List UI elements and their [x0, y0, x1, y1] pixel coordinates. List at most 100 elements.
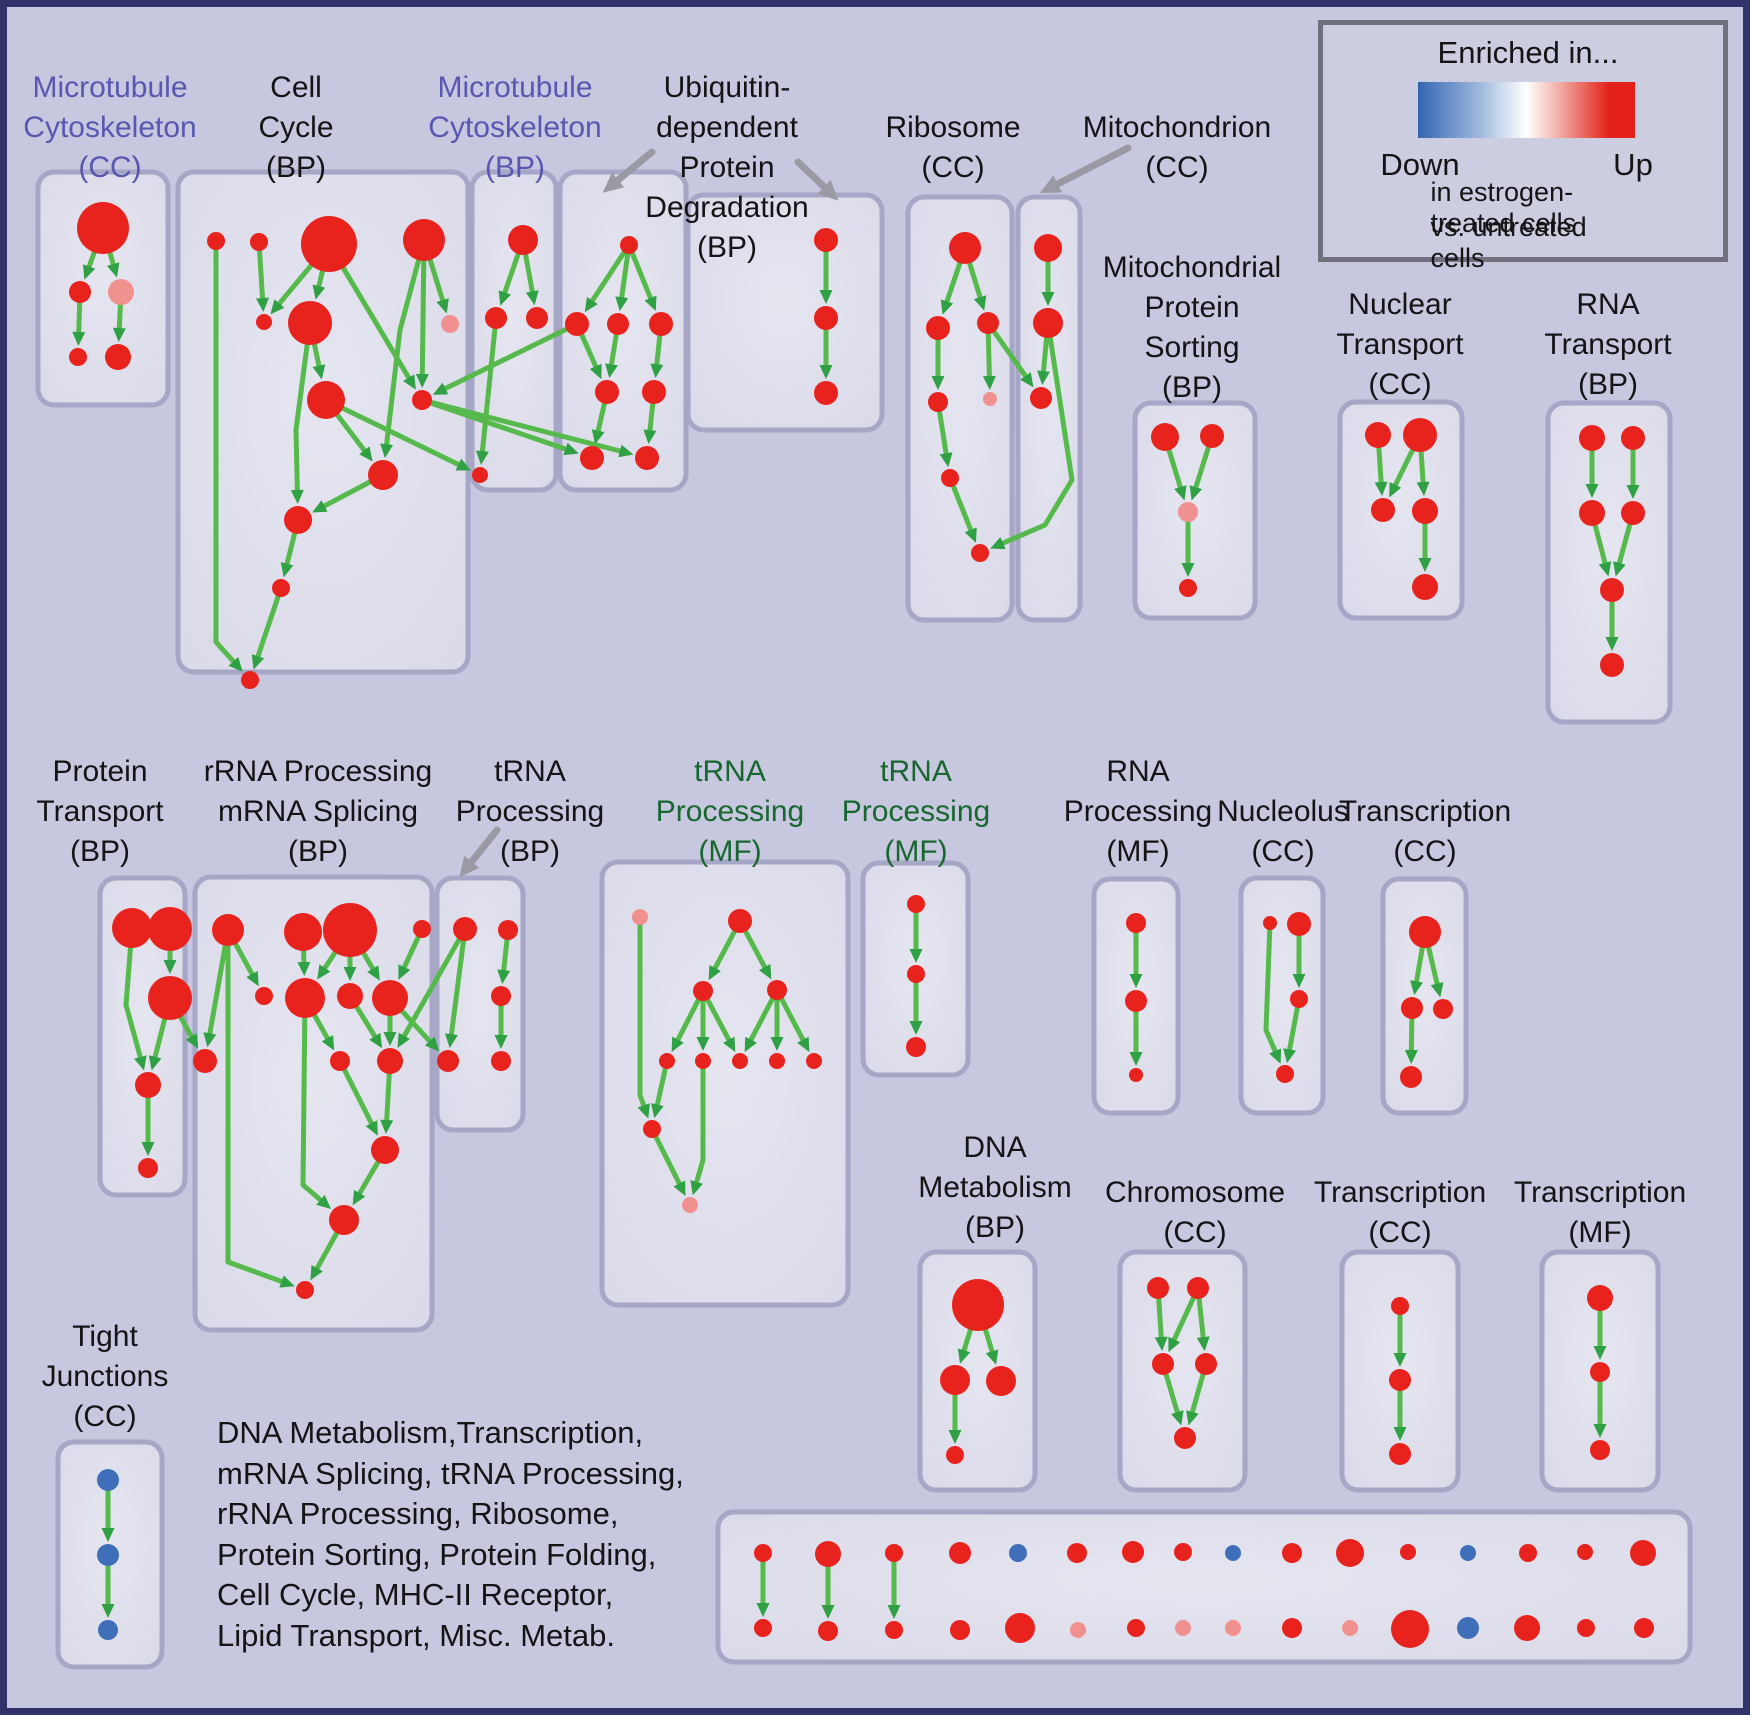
arrow-to-trna-bp-box-line — [468, 826, 501, 866]
node-misc-b14 — [1514, 1615, 1540, 1641]
label-trna-processing-mf-2-line0: tRNA — [880, 755, 952, 788]
edge-mito.t-to-mito.m-head — [1041, 292, 1055, 306]
node-misc-b9 — [1225, 1620, 1241, 1636]
label-nucleolus-cc-line1: (CC) — [1251, 835, 1315, 868]
legend-title: Enriched in... — [1437, 35, 1619, 70]
edge-cell_cycle.a-to-cell_cycle.m-head — [228, 657, 243, 672]
label-rna-transport-bp-line1: Transport — [1544, 328, 1672, 361]
node-trna_mf_big-bp — [682, 1197, 698, 1213]
node-rrna-L — [329, 1205, 359, 1235]
edge-cell_cycle.i-to-ubiq_a.r4b-head — [618, 444, 634, 458]
node-trna_mf_big-b2 — [695, 1053, 711, 1069]
arrow-to-mitochondrion-box-head — [1039, 175, 1062, 194]
edge-mt_bp.t-to-mt_bp.ml-line — [502, 251, 521, 295]
edge-trna_mf_big.b1-to-trna_mf_big.c-line — [654, 1066, 668, 1108]
edge-trna_bp.tr-to-trna_bp.m-head — [497, 969, 511, 985]
node-ribosome-ml — [926, 316, 950, 340]
node-rrna-K — [371, 1136, 399, 1164]
edge-cell_cycle.c-to-cell_cycle.f-head — [312, 284, 326, 300]
label-mitochondrial-protein-sorting-bp: Mitochondrial Protein Sorting (BP) — [1103, 248, 1281, 408]
edge-rna_trans.mr-to-rna_trans.c-head — [1613, 561, 1626, 577]
edge-transcr_cc3.m-to-transcr_cc3.b-head — [1393, 1427, 1407, 1441]
edge-mito.m-to-ribosome.b-line — [1000, 335, 1075, 546]
node-cell_cycle-b — [250, 233, 268, 251]
node-mt_bp-mr — [526, 307, 548, 329]
node-misc-t9 — [1225, 1545, 1241, 1561]
edge-mito_sort.tr-to-mito_sort.pk-head — [1189, 485, 1203, 501]
edge-nuc_trans.tl-to-nuc_trans.ml-line — [1376, 445, 1384, 485]
label-mitochondrial-protein-sorting-bp-line2: Sorting — [1144, 331, 1240, 364]
node-mt_cc-br — [105, 344, 131, 370]
label-cell-cycle-bp-line1: Cycle — [258, 111, 334, 144]
edge-dna_met.t-to-dna_met.bl-head — [957, 1348, 971, 1364]
node-trna_mf_big-c — [643, 1120, 661, 1138]
edge-prot_trans.n2-to-rrna.rl-line — [178, 1014, 194, 1040]
node-cell_cycle-d — [403, 219, 445, 261]
node-cell_cycle-g — [441, 315, 459, 333]
edge-mt_bp.ml-to-mt_bp.b-head — [475, 450, 489, 466]
node-misc-t7 — [1122, 1541, 1144, 1563]
node-misc-t6 — [1067, 1543, 1087, 1563]
node-trna_mf_big-pk — [632, 909, 648, 925]
node-misc-t1 — [754, 1544, 772, 1562]
node-misc-t3 — [885, 1544, 903, 1562]
edge-rrna.C-to-rrna.H-line — [361, 950, 376, 972]
label-transcription-mf: Transcription (MF) — [1514, 1173, 1686, 1253]
edge-trna_mf_small.m-to-trna_mf_small.b-head — [909, 1021, 923, 1035]
label-rna-transport-bp-line2: (BP) — [1577, 368, 1638, 401]
edge-nuc_trans.tb-to-nuc_trans.mr-head — [1416, 481, 1430, 497]
node-dna_met-t — [952, 1279, 1004, 1331]
edge-trna_mf_big.mr-to-trna_mf_big.b3-line — [748, 996, 775, 1043]
edge-cell_cycle.f-to-cell_cycle.h-head — [312, 364, 326, 380]
edge-transcr_cc3.t-to-transcr_cc3.m-head — [1393, 1353, 1407, 1367]
edge-rrna.A-to-rrna.rl-head — [203, 1032, 217, 1048]
edge-tight.m-to-tight.b-head — [101, 1604, 115, 1618]
arrow-to-ubiquitin-box-left-head — [602, 172, 625, 193]
node-rrna-D — [413, 920, 431, 938]
node-nuc_trans-ml — [1371, 498, 1395, 522]
edge-dna_met.t-to-dna_met.bl-line — [961, 1327, 973, 1353]
edge-tight.t-to-tight.m-head — [101, 1528, 115, 1542]
label-tight-junctions-cc-line1: Junctions — [41, 1360, 169, 1393]
node-mt_cc-mr — [108, 279, 134, 305]
node-trna_mf_small-t — [907, 895, 925, 913]
edge-transcr_cc2.t-to-transcr_cc2.mr-head — [1430, 982, 1444, 998]
label-protein-transport-bp-line0: Protein — [52, 755, 148, 788]
label-protein-transport-bp-line2: (BP) — [69, 835, 130, 868]
node-misc-b8 — [1175, 1620, 1191, 1636]
node-prot_trans-n2 — [148, 976, 192, 1020]
edge-mt_bp.t-to-mt_bp.mr-head — [525, 290, 539, 306]
edge-chromo.ml-to-chromo.b-line — [1163, 1372, 1180, 1415]
cluster-box-nucleolus — [1238, 875, 1326, 1116]
edge-ribosome.l4-to-ribosome.b-head — [964, 527, 977, 543]
label-transcription-mf-line0: Transcription — [1513, 1176, 1687, 1209]
node-transcr_cc2-ml — [1401, 997, 1423, 1019]
label-microtubule-cytoskeleton-bp-line1: Cytoskeleton — [428, 111, 602, 144]
label-rna-processing-mf-line1: Processing — [1063, 795, 1213, 828]
label-rrna-processing-mrna-splicing-bp-line2: (BP) — [287, 835, 348, 868]
label-nuclear-transport-cc: Nuclear Transport (CC) — [1336, 285, 1463, 405]
node-transcr_cc2-t — [1409, 916, 1441, 948]
misc-categories-line1: mRNA Splicing, tRNA Processing, — [217, 1455, 684, 1491]
edge-trna_mf_big.t-to-trna_mf_big.mr-head — [758, 964, 772, 980]
edge-trna_mf_big.mr-to-trna_mf_big.b5-line — [779, 996, 806, 1043]
node-misc-t8 — [1174, 1543, 1192, 1561]
label-nucleolus-cc: Nucleolus (CC) — [1217, 792, 1349, 872]
edge-rrna.D-to-rrna.H-head — [398, 964, 411, 980]
node-mt_bp-ml — [485, 307, 507, 329]
edge-chromo.ml-to-chromo.b-head — [1171, 1410, 1184, 1426]
edge-nucleolus.tr-to-nucleolus.m-head — [1292, 974, 1306, 988]
node-transcr_cc3-b — [1389, 1443, 1411, 1465]
node-prot_trans-n4 — [138, 1158, 158, 1178]
node-transcr_cc2-b — [1400, 1066, 1422, 1088]
legend-up-label: Up — [1613, 147, 1653, 182]
label-cell-cycle-bp: Cell Cycle (BP) — [258, 68, 333, 188]
node-trna_mf_big-b5 — [806, 1053, 822, 1069]
edge-ubiq_a.r2a-to-cell_cycle.i-head — [432, 382, 449, 395]
edge-mt_cc.t-to-mt_cc.mr-line — [107, 250, 116, 267]
label-microtubule-cytoskeleton-bp-line0: Microtubule — [437, 71, 593, 104]
node-dna_met-br — [986, 1366, 1016, 1396]
node-nuc_trans-tb — [1403, 418, 1437, 452]
edge-mt_cc.ml-to-mt_cc.bl-head — [72, 331, 86, 347]
edge-rna_trans.tl-to-rna_trans.ml-head — [1585, 484, 1599, 498]
